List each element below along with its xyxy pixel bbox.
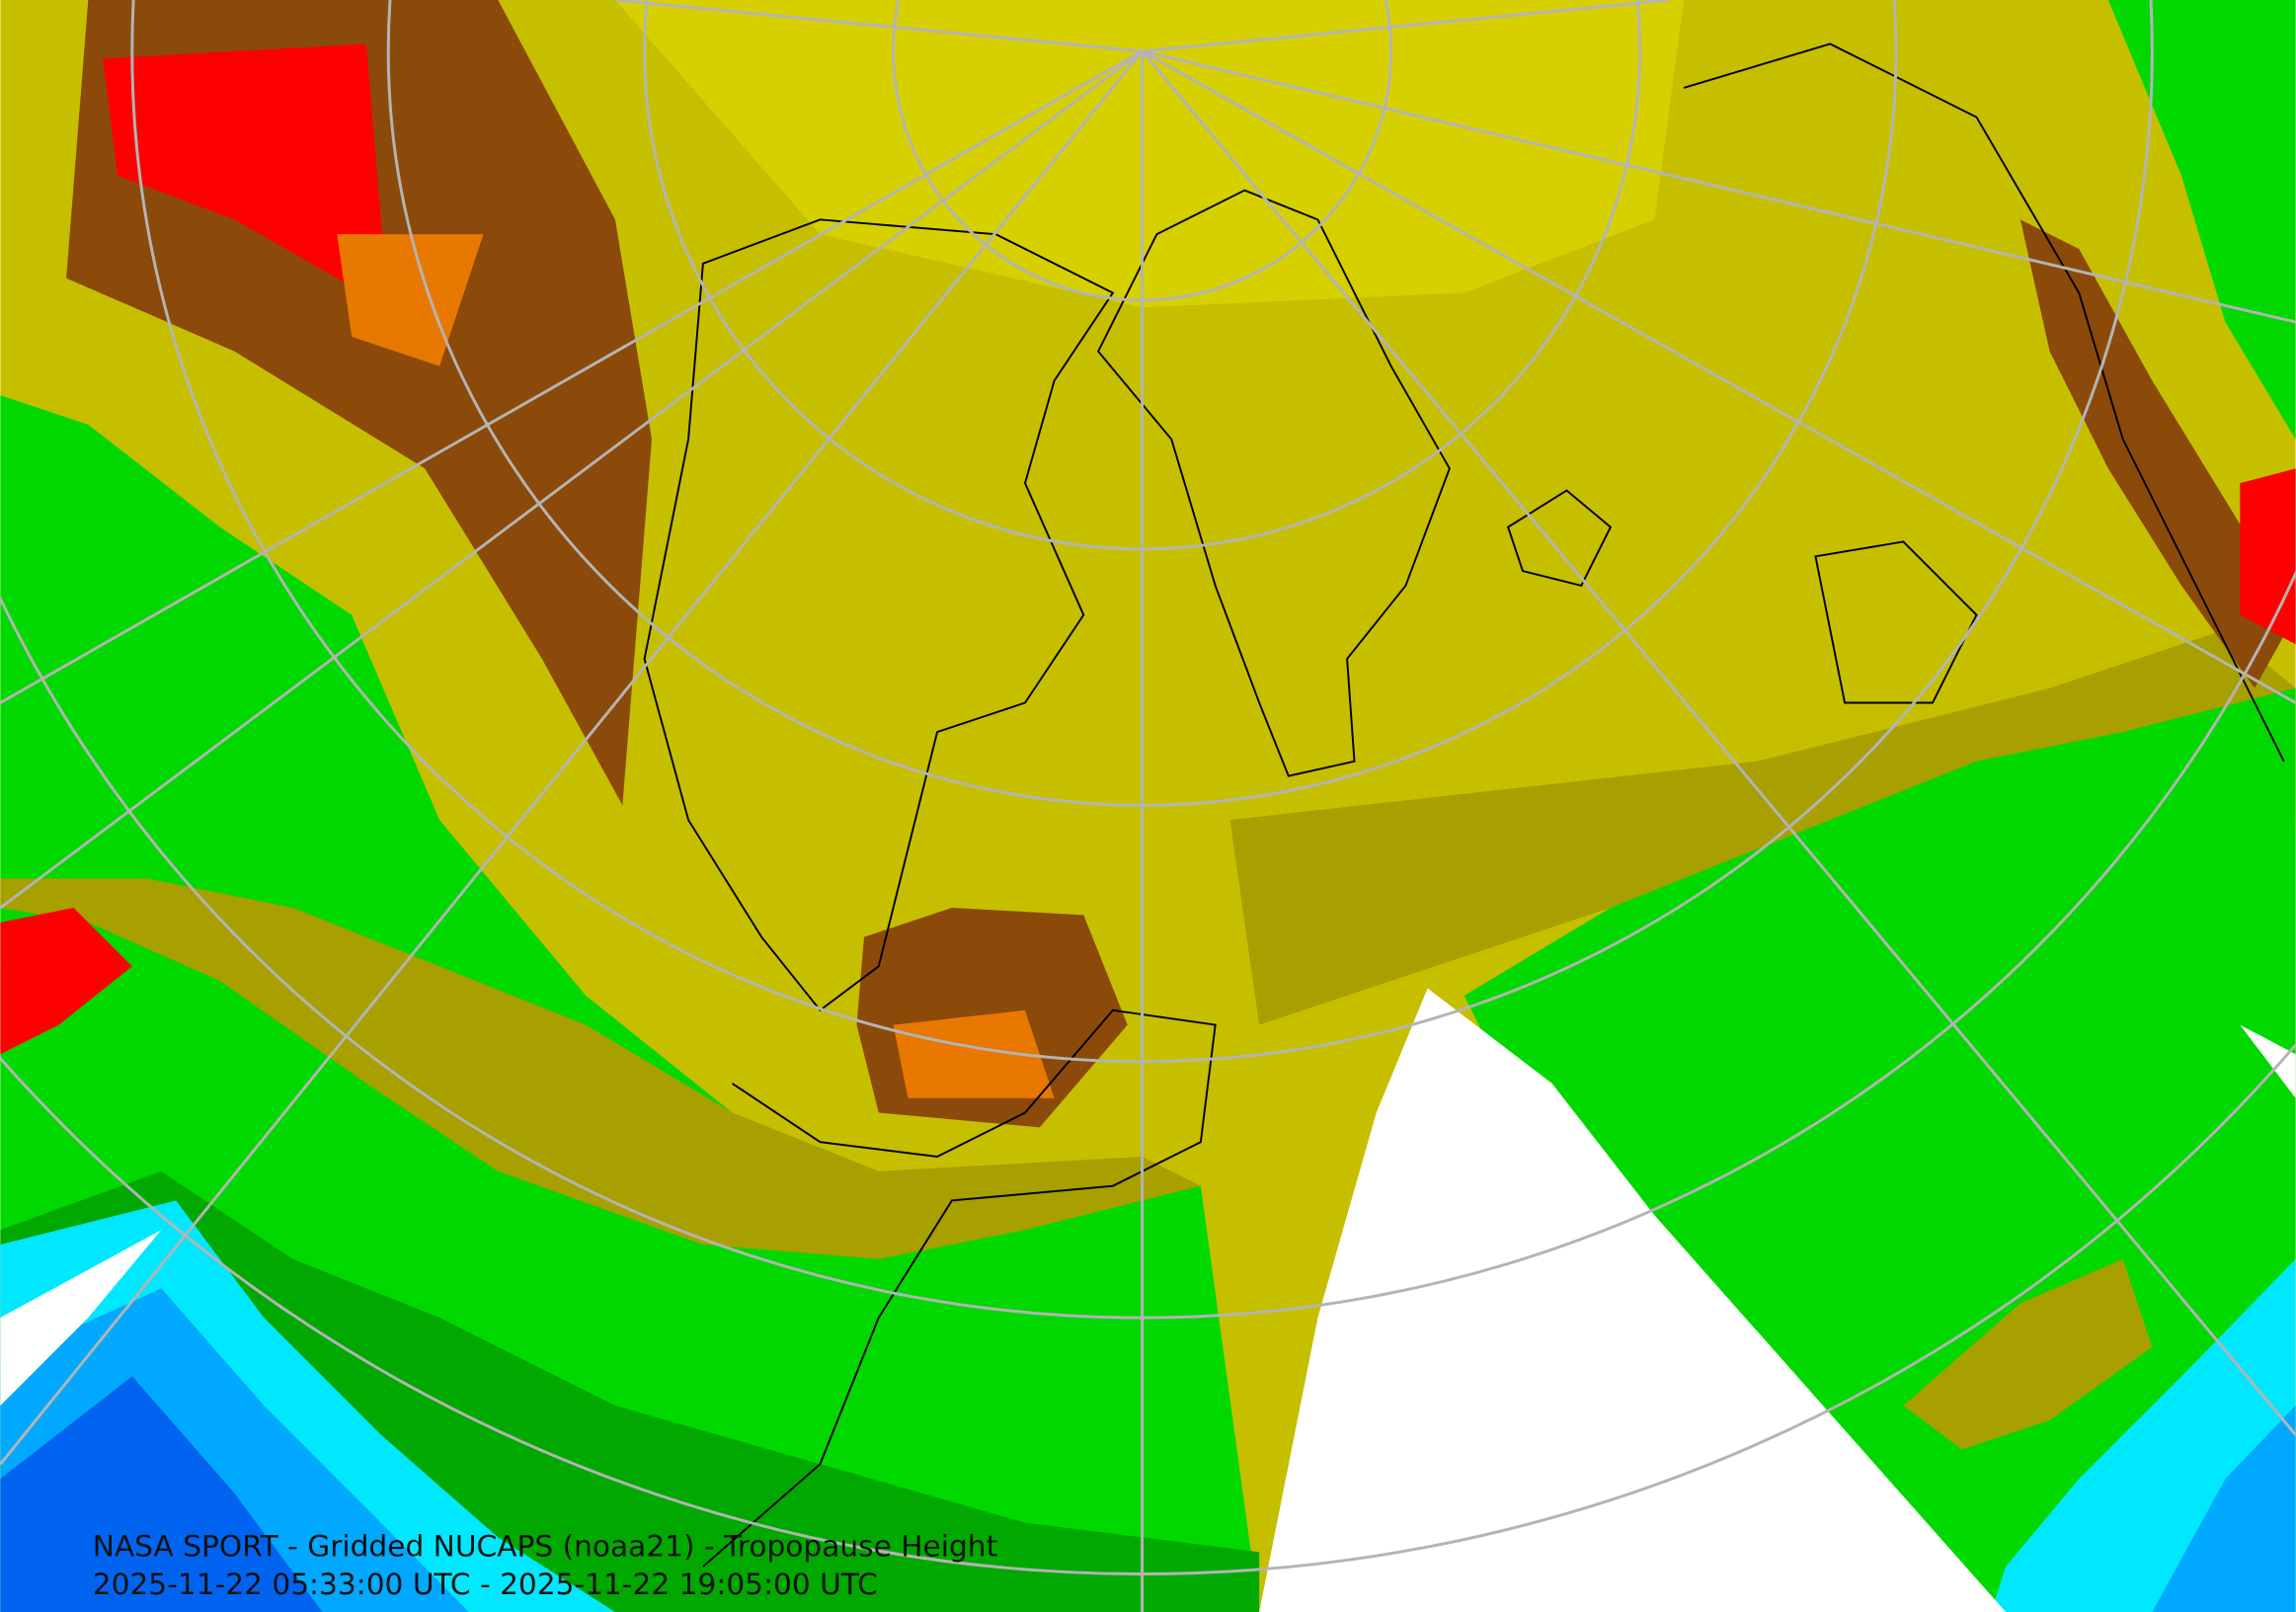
field-orange bbox=[893, 1009, 1055, 1098]
field-red bbox=[2240, 468, 2296, 645]
field-olive bbox=[1229, 629, 2296, 1025]
field-green bbox=[2107, 0, 2296, 440]
field-olive bbox=[1903, 1258, 2153, 1450]
canada-north bbox=[643, 218, 1115, 1012]
british-isles bbox=[1814, 540, 1978, 704]
field-red bbox=[103, 43, 389, 308]
no-data-region bbox=[1259, 988, 2007, 1612]
east-coast bbox=[702, 1008, 1217, 1568]
field-brown bbox=[2019, 219, 2296, 688]
map-time-range: 2025-11-22 05:33:00 UTC - 2025-11-22 19:… bbox=[93, 1567, 878, 1601]
no-data-region bbox=[0, 1230, 162, 1406]
field-deep-blue bbox=[0, 1376, 323, 1612]
field-light bbox=[614, 0, 1685, 308]
iceland bbox=[1506, 489, 1613, 588]
field-olive bbox=[0, 878, 1201, 1259]
europe-coast bbox=[1683, 42, 2285, 763]
field-blue bbox=[2152, 1405, 2296, 1612]
field-red bbox=[0, 908, 132, 1055]
greenland bbox=[1096, 189, 1451, 777]
field-orange bbox=[337, 234, 484, 366]
coastlines bbox=[643, 42, 2285, 1568]
map-title: NASA SPORT - Gridded NUCAPS (noaa21) - T… bbox=[93, 1529, 997, 1564]
